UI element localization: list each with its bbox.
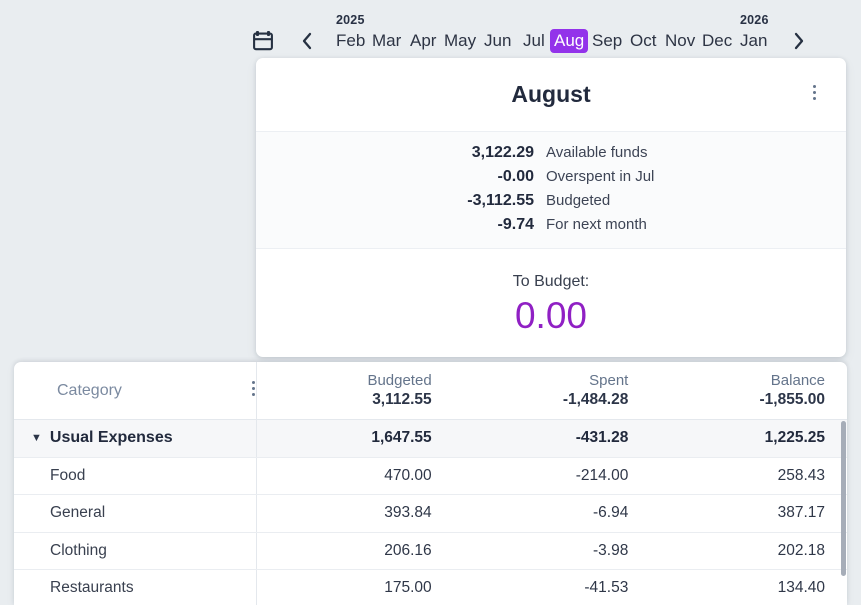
spent-column-label: Spent — [589, 372, 629, 389]
balance-column-total: -1,855.00 — [759, 391, 826, 408]
month-item-apr[interactable]: Apr — [410, 31, 437, 50]
table-scrollbar[interactable] — [841, 421, 846, 576]
year-label-right: 2026 — [740, 13, 769, 27]
to-budget-section: To Budget: 0.00 — [256, 249, 846, 338]
spent-column-total: -1,484.28 — [562, 391, 629, 408]
budgeted-column-total: 3,112.55 — [372, 391, 432, 408]
budgeted-header-cell: Budgeted 3,112.55 — [257, 362, 454, 419]
group-name-label: Usual Expenses — [49, 429, 173, 447]
month-item-may[interactable]: May — [444, 31, 477, 50]
available-funds-amount: 3,122.29 — [471, 144, 534, 161]
row-balance-cell[interactable]: 387.17 — [777, 504, 826, 522]
more-vertical-icon[interactable] — [244, 381, 262, 399]
category-column-label: Category — [57, 381, 122, 399]
caret-down-icon[interactable]: ▼ — [31, 432, 42, 445]
row-spent-cell[interactable]: -6.94 — [593, 504, 629, 522]
row-balance-cell[interactable]: 202.18 — [777, 541, 826, 559]
budgeted-amount: -3,112.55 — [467, 192, 534, 209]
to-budget-label: To Budget: — [512, 273, 590, 290]
card-header: August — [256, 58, 846, 132]
category-name-cell: General — [14, 495, 257, 532]
row-budgeted-cell[interactable]: 393.84 — [384, 504, 432, 522]
row-spent-cell[interactable]: -41.53 — [584, 579, 629, 597]
category-name-label: General — [50, 504, 106, 522]
group-budgeted-cell[interactable]: 1,647.55 — [371, 429, 432, 447]
more-vertical-icon[interactable] — [804, 85, 824, 105]
for-next-month-amount: -9.74 — [497, 216, 534, 233]
budgeted-column-label: Budgeted — [367, 372, 432, 389]
chevron-right-icon — [794, 32, 804, 50]
year-label-left: 2025 — [336, 13, 365, 27]
summary-row: -9.74 For next month — [256, 213, 846, 237]
group-balance-cell[interactable]: 1,225.25 — [764, 429, 826, 447]
month-item-sep[interactable]: Sep — [592, 31, 623, 50]
month-item-oct[interactable]: Oct — [630, 31, 657, 50]
category-group-row[interactable]: ▼ Usual Expenses 1,647.55 -431.28 1,225.… — [14, 420, 847, 458]
month-item-jun[interactable]: Jun — [484, 31, 512, 50]
category-name-label: Clothing — [50, 541, 107, 559]
budgeted-label: Budgeted — [546, 192, 611, 209]
row-spent-cell[interactable]: -3.98 — [593, 541, 629, 559]
category-header-cell: Category — [14, 362, 257, 419]
group-name-cell: ▼ Usual Expenses — [14, 420, 257, 457]
month-item-aug-selected[interactable]: Aug — [550, 29, 589, 53]
group-spent-cell[interactable]: -431.28 — [575, 429, 629, 447]
category-name-label: Food — [50, 466, 86, 484]
summary-row: -3,112.55 Budgeted — [256, 189, 846, 213]
month-item-nov[interactable]: Nov — [665, 31, 696, 50]
summary-row: 3,122.29 Available funds — [256, 141, 846, 165]
to-budget-value[interactable]: 0.00 — [514, 295, 587, 336]
budget-summary-card: August 3,122.29 Available funds -0.00 Ov… — [256, 58, 846, 357]
available-funds-label: Available funds — [546, 144, 648, 161]
month-navigation-bar: 2025 2026 Feb Mar Apr May Jun Jul Aug Se… — [0, 0, 861, 58]
category-name-cell: Food — [14, 457, 257, 494]
category-name-cell: Restaurants — [14, 570, 257, 605]
category-name-cell: Clothing — [14, 532, 257, 569]
balance-header-cell: Balance -1,855.00 — [650, 362, 847, 419]
balance-column-label: Balance — [770, 372, 826, 389]
row-budgeted-cell[interactable]: 175.00 — [384, 579, 432, 597]
month-item-jul[interactable]: Jul — [523, 31, 545, 50]
row-balance-cell[interactable]: 258.43 — [777, 466, 826, 484]
summary-band: 3,122.29 Available funds -0.00 Overspent… — [256, 132, 846, 249]
for-next-month-label: For next month — [546, 216, 647, 233]
month-item-feb[interactable]: Feb — [336, 31, 366, 50]
category-name-label: Restaurants — [50, 579, 134, 597]
category-table: Category Budgeted 3,112.55 Spent -1,484.… — [14, 362, 847, 605]
row-balance-cell[interactable]: 134.40 — [777, 579, 826, 597]
table-row[interactable]: Clothing 206.16 -3.98 202.18 — [14, 532, 847, 570]
calendar-icon[interactable] — [253, 30, 277, 53]
table-row[interactable]: Restaurants 175.00 -41.53 134.40 — [14, 570, 847, 605]
page-title: August — [511, 81, 591, 107]
row-budgeted-cell[interactable]: 470.00 — [384, 466, 432, 484]
chevron-left-icon — [302, 32, 312, 50]
row-spent-cell[interactable]: -214.00 — [575, 466, 629, 484]
month-item-dec[interactable]: Dec — [702, 31, 733, 50]
table-header-row: Category Budgeted 3,112.55 Spent -1,484.… — [14, 362, 847, 420]
table-row[interactable]: General 393.84 -6.94 387.17 — [14, 495, 847, 533]
previous-month-button[interactable] — [296, 28, 318, 54]
summary-row: -0.00 Overspent in Jul — [256, 165, 846, 189]
table-row[interactable]: Food 470.00 -214.00 258.43 — [14, 457, 847, 495]
overspent-label: Overspent in Jul — [546, 168, 655, 185]
month-item-mar[interactable]: Mar — [372, 31, 402, 50]
month-item-jan[interactable]: Jan — [740, 31, 768, 50]
spent-header-cell: Spent -1,484.28 — [454, 362, 651, 419]
next-month-button[interactable] — [788, 28, 810, 54]
row-budgeted-cell[interactable]: 206.16 — [384, 541, 432, 559]
overspent-amount: -0.00 — [497, 168, 534, 185]
